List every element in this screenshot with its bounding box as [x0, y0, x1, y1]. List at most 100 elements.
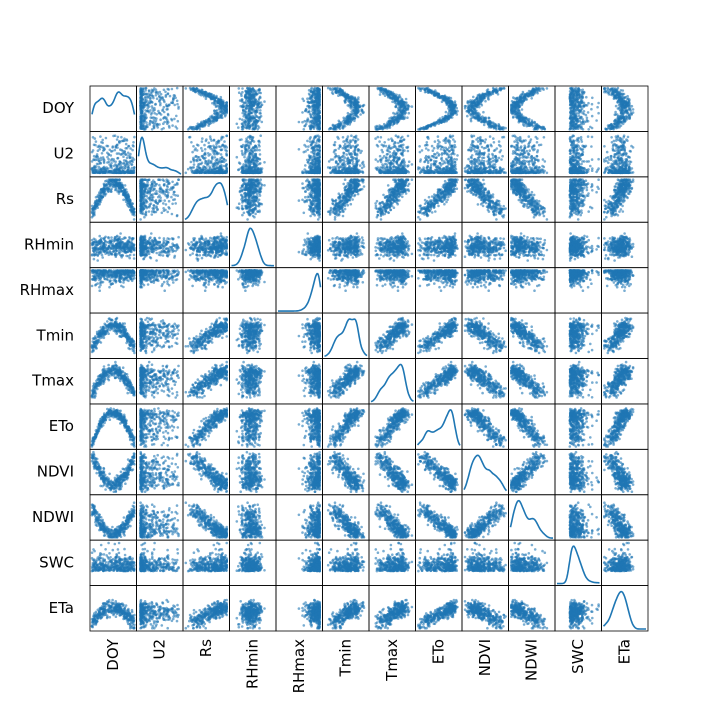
scatter-point — [410, 105, 414, 108]
scatter-point — [156, 90, 159, 94]
scatter-point — [197, 144, 200, 147]
scatter-point — [395, 103, 399, 106]
scatter-point — [113, 134, 117, 137]
scatter-point — [98, 145, 101, 149]
scatter-point — [426, 86, 430, 90]
scatter-point — [448, 99, 452, 102]
scatter-point — [145, 123, 149, 127]
scatter-point — [204, 159, 207, 163]
panel-doy-vs-rhmin — [229, 85, 277, 132]
scatter-point — [570, 119, 573, 123]
scatter-point — [217, 139, 221, 143]
scatter-point — [107, 157, 110, 161]
scatter-point — [200, 146, 203, 150]
scatter-point — [307, 104, 310, 107]
scatter-point — [517, 101, 520, 105]
scatter-point — [243, 121, 246, 124]
scatter-point — [240, 128, 244, 131]
scatter-point — [304, 109, 307, 113]
scatter-point — [520, 97, 524, 101]
scatter-point — [314, 120, 318, 124]
scatter-point — [154, 93, 158, 97]
scatter-point — [140, 112, 144, 116]
scatter-point — [449, 112, 453, 116]
scatter-point — [202, 165, 205, 168]
scatter-point — [471, 99, 474, 102]
scatter-point — [318, 87, 321, 91]
scatter-point — [117, 171, 121, 175]
scatter-point — [122, 162, 126, 166]
scatter-point — [214, 171, 217, 174]
scatter-point — [403, 106, 407, 109]
scatter-point — [242, 105, 245, 108]
scatter-point — [211, 119, 215, 123]
scatter-point — [349, 104, 353, 107]
scatter-point — [423, 88, 426, 92]
scatter-point — [146, 96, 149, 99]
scatter-point — [484, 99, 487, 103]
scatter-point — [158, 94, 161, 98]
scatter-point — [247, 119, 250, 123]
scatter-point — [512, 96, 515, 99]
scatter-point — [212, 162, 215, 166]
scatter-point — [114, 163, 117, 166]
scatter-point — [467, 106, 471, 110]
scatter-point — [173, 103, 176, 107]
scatter-point — [152, 119, 156, 122]
scatter-point — [511, 105, 515, 108]
scatter-point — [225, 101, 228, 104]
scatter-point — [125, 139, 129, 142]
scatter-point — [258, 87, 261, 91]
scatter-point — [189, 125, 192, 129]
scatter-point — [145, 93, 149, 96]
scatter-point — [96, 168, 100, 171]
scatter-point — [165, 116, 168, 119]
scatter-point — [208, 165, 211, 168]
scatter-point — [476, 101, 480, 105]
scatter-point — [122, 171, 125, 175]
scatter-point — [399, 110, 403, 113]
scatter-point — [196, 126, 200, 129]
scatter-point — [345, 94, 349, 97]
scatter-point — [131, 160, 134, 164]
scatter-point — [202, 90, 205, 94]
scatter-point — [184, 171, 188, 175]
scatter-point — [220, 166, 223, 169]
scatter-point — [351, 117, 355, 120]
scatter-point — [614, 88, 617, 92]
scatter-point — [630, 104, 634, 108]
scatter-point — [352, 97, 355, 101]
scatter-point — [341, 126, 344, 129]
scatter-point — [573, 126, 577, 129]
scatter-point — [579, 97, 583, 101]
scatter-point — [155, 117, 158, 120]
scatter-point — [398, 106, 402, 110]
scatter-point — [237, 87, 241, 90]
scatter-point — [108, 148, 112, 152]
scatter-point — [614, 90, 618, 94]
scatter-point — [162, 105, 166, 109]
scatter-point — [487, 119, 491, 123]
scatter-point — [590, 107, 593, 111]
scatter-point — [142, 87, 146, 90]
scatter-point — [247, 96, 251, 100]
scatter-point — [164, 95, 168, 98]
scatter-point — [150, 93, 153, 97]
scatter-point — [105, 166, 108, 169]
scatter-point — [106, 170, 109, 173]
scatter-point — [570, 90, 574, 93]
scatter-point — [115, 138, 119, 141]
scatter-point — [318, 126, 321, 130]
scatter-point — [310, 95, 313, 99]
scatter-point — [361, 104, 365, 108]
scatter-point — [225, 163, 228, 166]
scatter-point — [258, 148, 261, 152]
scatter-point — [310, 90, 313, 93]
scatter-point — [207, 168, 211, 171]
scatter-point — [195, 171, 199, 174]
scatter-point — [533, 121, 537, 124]
scatter-point — [216, 97, 220, 101]
scatter-point — [620, 97, 624, 101]
scatter-point — [504, 126, 507, 130]
